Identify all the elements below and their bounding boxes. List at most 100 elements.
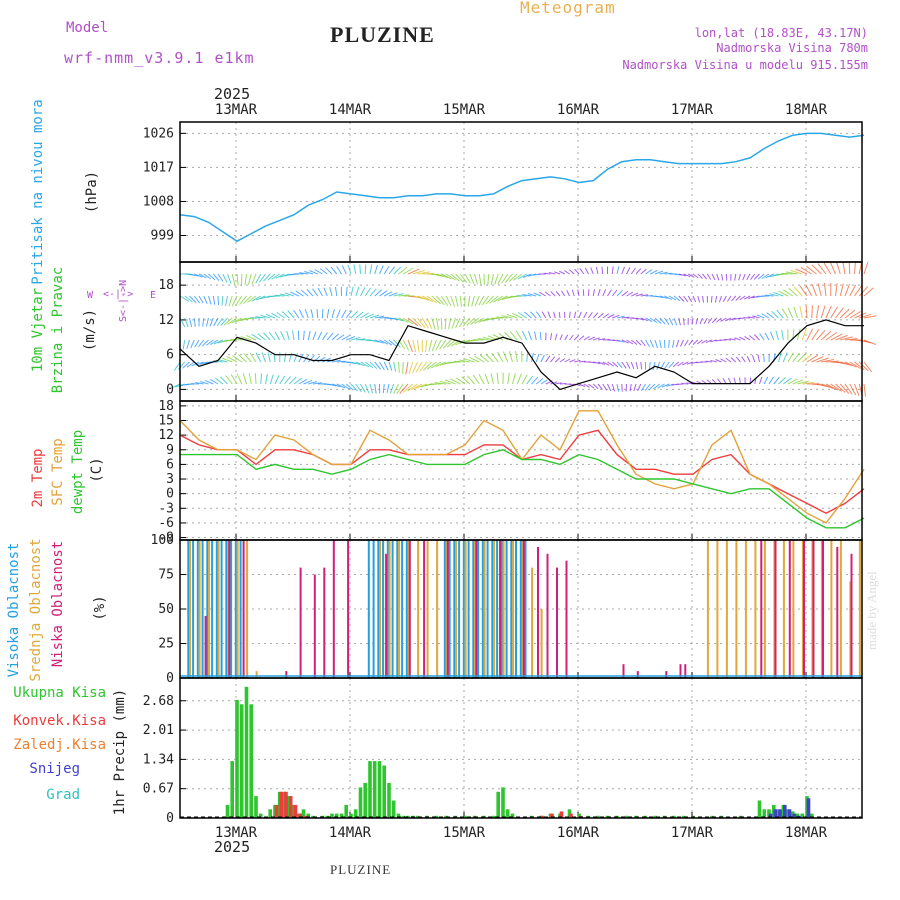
wind-barb — [787, 307, 794, 319]
mid-cloud-bar — [493, 540, 496, 678]
wind-barb — [491, 352, 499, 363]
wind-barb — [384, 291, 393, 297]
pressure-title: Pritisak na nivou mora — [30, 99, 46, 284]
total-precip-bar — [401, 815, 405, 818]
mid-cloud-bar — [436, 540, 439, 678]
wind-barb — [232, 355, 243, 363]
low-cloud-bar — [475, 540, 478, 678]
station-title: PLUZINE — [330, 22, 435, 47]
wind-barb — [588, 383, 595, 389]
wind-barb — [721, 273, 724, 281]
wind-barb — [753, 273, 760, 280]
total-precip-bar — [244, 686, 249, 819]
mid-cloud-bar — [512, 540, 515, 678]
wind-barb — [479, 354, 490, 363]
wind-barb — [198, 339, 205, 348]
wind-barb — [415, 361, 423, 373]
wind-barb — [840, 336, 853, 341]
wind-barb — [816, 357, 829, 363]
wind-barb — [703, 317, 708, 325]
high-cloud-bar — [187, 540, 190, 678]
wind-barb — [209, 317, 214, 327]
wind-barb — [335, 286, 338, 297]
wind-barb — [467, 375, 475, 385]
wind-barb — [697, 295, 701, 303]
wind-barb — [393, 361, 397, 372]
wind-barb — [369, 361, 378, 370]
wind-barb — [593, 337, 601, 341]
wind-barb — [290, 291, 299, 297]
wind-barb — [724, 317, 732, 322]
wind-barb — [630, 361, 635, 370]
pressure-ytick-label: 1017 — [143, 160, 174, 175]
wind-barb — [731, 295, 737, 302]
wind-barb — [189, 273, 199, 277]
wind-barb — [471, 295, 475, 307]
high-cloud-bar — [524, 540, 527, 678]
panel-frame-0 — [179, 121, 863, 263]
low-cloud-bar — [537, 546, 539, 678]
wind-barb — [776, 309, 784, 319]
wind-barb — [630, 339, 638, 345]
wind-barb — [739, 336, 746, 341]
low-cloud-bar — [760, 540, 763, 678]
wind-barb — [231, 273, 236, 285]
wind-barb — [312, 288, 319, 297]
precip-ytick-label: 2.68 — [143, 694, 174, 709]
wind-barb — [644, 383, 651, 391]
wind-title-2: Brzina i Pravac — [50, 267, 66, 393]
wind-barb — [802, 381, 815, 385]
snow-bar — [806, 798, 811, 818]
wind-barb — [489, 295, 499, 304]
wind-barb — [450, 295, 456, 307]
wind-barb — [761, 313, 770, 319]
wind-barb — [448, 317, 452, 330]
wind-barb — [186, 339, 190, 350]
wind-barb — [355, 383, 362, 393]
wind-barb — [757, 354, 760, 363]
wind-barb — [648, 383, 656, 391]
temp-label-2m: 2m Temp — [30, 448, 46, 507]
total-precip-bar — [762, 809, 767, 819]
altitude-text: Nadmorska Visina 780m — [716, 41, 868, 55]
wind-barb — [265, 313, 276, 319]
wind-barb — [805, 284, 813, 297]
wind-barb — [823, 262, 832, 275]
wind-barb — [239, 295, 247, 305]
wind-barb — [835, 383, 846, 393]
wind-barb — [293, 377, 303, 385]
mid-cloud-bar — [521, 540, 524, 678]
wind-barb — [286, 330, 290, 341]
low-cloud-bar — [347, 540, 350, 678]
wind-barb — [626, 361, 631, 369]
wind-barb — [616, 361, 623, 369]
mid-cloud-bar — [236, 540, 239, 678]
low-cloud-bar — [565, 560, 568, 678]
wind-barb — [739, 377, 741, 385]
wind-barb — [677, 361, 684, 367]
wind-barb — [292, 330, 295, 341]
frame-layer — [179, 121, 863, 819]
wind-barb — [323, 287, 328, 297]
panel-frame-2 — [179, 400, 863, 541]
wind-barb — [298, 378, 308, 385]
wind-barb — [573, 335, 580, 341]
wind-barb — [858, 361, 869, 372]
cloud-label-high: Visoka Oblacnost — [6, 543, 22, 678]
total-precip-bar — [491, 815, 496, 818]
wind-barb — [308, 381, 318, 385]
mid-cloud-bar — [531, 567, 534, 678]
wind-barb — [496, 372, 499, 385]
wind-barb — [398, 317, 409, 323]
top-day-label: 16MAR — [557, 102, 600, 118]
wind-barb — [247, 273, 252, 285]
wind-barb — [849, 311, 861, 319]
wind-barb — [668, 317, 674, 326]
wind-barb — [816, 329, 826, 341]
wind-barb — [527, 273, 537, 277]
wind-barb — [597, 361, 605, 365]
wind-barb — [251, 273, 257, 285]
snow-bar — [778, 809, 782, 819]
